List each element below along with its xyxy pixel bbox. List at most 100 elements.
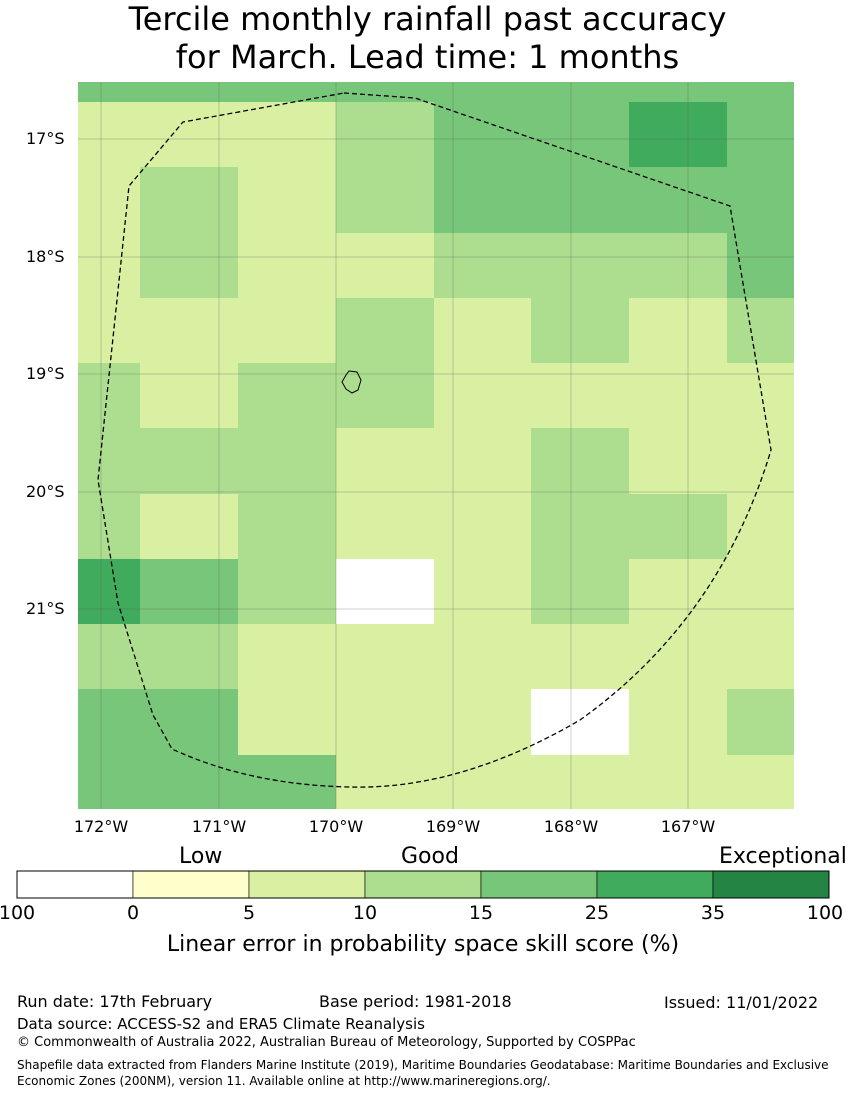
map-cell bbox=[434, 494, 531, 559]
map-cell bbox=[140, 428, 238, 494]
map-cell bbox=[78, 689, 140, 755]
map-cell bbox=[336, 102, 434, 167]
map-cell bbox=[727, 559, 794, 624]
map-cell bbox=[140, 559, 238, 624]
map-cell bbox=[238, 298, 336, 363]
map-cell bbox=[629, 624, 727, 689]
lon-tick-167w: 167°W bbox=[660, 817, 716, 836]
map-cell bbox=[336, 428, 434, 494]
map-cell bbox=[238, 559, 336, 624]
map-cell bbox=[78, 102, 140, 167]
colorbar-tick: 15 bbox=[468, 902, 494, 924]
colorbar-tick: 100 bbox=[0, 902, 36, 924]
colorbar-frame bbox=[16, 870, 830, 899]
map-cell bbox=[238, 102, 336, 167]
map-cell bbox=[727, 494, 794, 559]
map-cell bbox=[78, 559, 140, 624]
map-cell bbox=[434, 755, 531, 809]
lat-tick-20s: 20°S bbox=[26, 482, 65, 501]
map-cell bbox=[78, 82, 140, 102]
data-source: Data source: ACCESS-S2 and ERA5 Climate … bbox=[17, 1015, 425, 1033]
map-cell bbox=[238, 494, 336, 559]
map-cell bbox=[78, 298, 140, 363]
map-cell bbox=[727, 82, 794, 102]
map-cell bbox=[238, 167, 336, 233]
map-cell bbox=[727, 624, 794, 689]
map-cell bbox=[531, 559, 629, 624]
map-cell bbox=[531, 102, 629, 167]
map-cell bbox=[78, 624, 140, 689]
map-cell bbox=[727, 689, 794, 755]
map-cell bbox=[727, 233, 794, 298]
colorbar-tick: 100 bbox=[806, 902, 844, 924]
colorbar-tick: 25 bbox=[584, 902, 610, 924]
map-cell bbox=[727, 167, 794, 233]
map-cell bbox=[434, 689, 531, 755]
colorbar-swatch bbox=[16, 870, 134, 899]
map-cell bbox=[434, 82, 531, 102]
map-cell bbox=[140, 363, 238, 428]
map-cell bbox=[531, 624, 629, 689]
map-cell bbox=[727, 298, 794, 363]
map-cells bbox=[78, 82, 794, 809]
colorbar-swatch bbox=[132, 870, 250, 899]
colorbar-tick: 5 bbox=[242, 902, 256, 924]
map-cell bbox=[434, 233, 531, 298]
map-cell bbox=[140, 167, 238, 233]
map-cell bbox=[238, 363, 336, 428]
map-cell bbox=[140, 298, 238, 363]
base-period: Base period: 1981-2018 bbox=[319, 992, 512, 1011]
map-cell bbox=[727, 755, 794, 809]
map-cell bbox=[78, 167, 140, 233]
lon-tick-169w: 169°W bbox=[425, 817, 481, 836]
map-cell bbox=[629, 363, 727, 428]
category-exceptional: Exceptional bbox=[719, 844, 847, 869]
map-cell bbox=[629, 559, 727, 624]
colorbar-tick: 0 bbox=[126, 902, 140, 924]
map-cell bbox=[336, 298, 434, 363]
map-cell bbox=[336, 624, 434, 689]
map-cell bbox=[531, 428, 629, 494]
map-cell bbox=[336, 233, 434, 298]
category-low: Low bbox=[179, 844, 223, 869]
map-cell bbox=[336, 363, 434, 428]
map-cell bbox=[238, 689, 336, 755]
map-cell bbox=[140, 82, 238, 102]
lon-tick-168w: 168°W bbox=[543, 817, 599, 836]
map-cell bbox=[238, 233, 336, 298]
eez-boundary bbox=[97, 92, 772, 788]
map-cell bbox=[629, 298, 727, 363]
map-cell bbox=[434, 102, 531, 167]
map-cell bbox=[78, 233, 140, 298]
island-outline bbox=[341, 370, 362, 394]
map-cell bbox=[238, 755, 336, 809]
map-cell bbox=[140, 233, 238, 298]
shapefile-credit: Shapefile data extracted from Flanders M… bbox=[17, 1058, 829, 1088]
colorbar-swatch bbox=[712, 870, 830, 899]
map-cell bbox=[727, 363, 794, 428]
map-cell bbox=[727, 102, 794, 167]
map-cell bbox=[336, 559, 434, 624]
copyright: © Commonwealth of Australia 2022, Austra… bbox=[17, 1035, 636, 1050]
colorbar-tick: 10 bbox=[352, 902, 378, 924]
category-good: Good bbox=[401, 844, 459, 869]
title-line-1: Tercile monthly rainfall past accuracy bbox=[128, 0, 727, 38]
map-cell bbox=[531, 494, 629, 559]
map-cell bbox=[78, 428, 140, 494]
map-cell bbox=[434, 298, 531, 363]
colorbar-tick: 35 bbox=[700, 902, 726, 924]
map-cell bbox=[531, 298, 629, 363]
map-cell bbox=[140, 494, 238, 559]
map-cell bbox=[531, 755, 629, 809]
lat-tick-19s: 19°S bbox=[26, 364, 65, 383]
map-cell bbox=[336, 689, 434, 755]
map-cell bbox=[140, 755, 238, 809]
colorbar-swatch bbox=[364, 870, 482, 899]
chart-title: Tercile monthly rainfall past accuracy f… bbox=[0, 0, 855, 76]
map-cell bbox=[78, 755, 140, 809]
map-cell bbox=[238, 624, 336, 689]
colorbar-swatch bbox=[596, 870, 714, 899]
map-cell bbox=[434, 428, 531, 494]
title-line-2: for March. Lead time: 1 months bbox=[175, 38, 680, 76]
map-cell bbox=[629, 689, 727, 755]
